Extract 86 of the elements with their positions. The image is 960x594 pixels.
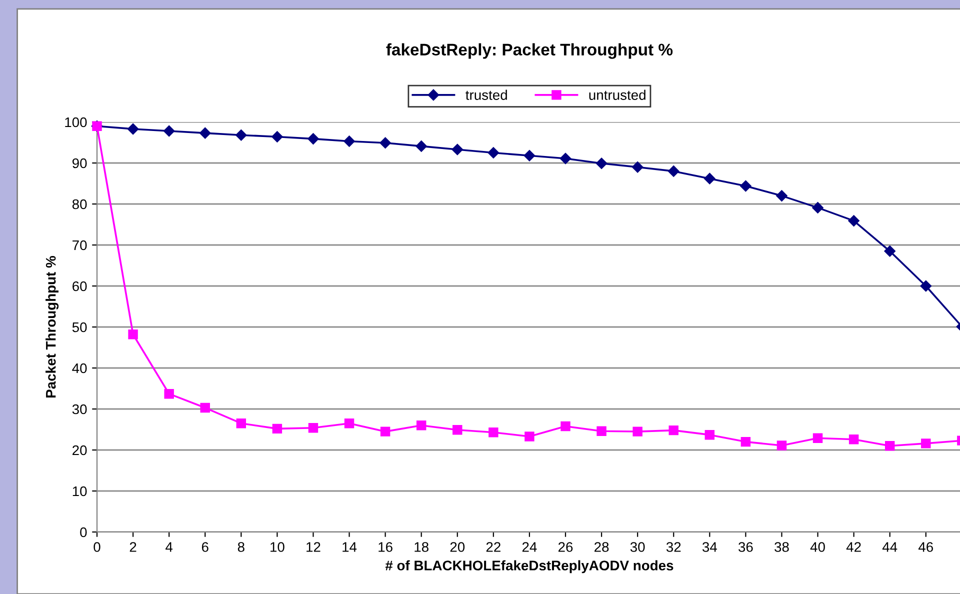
point bbox=[380, 137, 391, 149]
x-tick-label: 38 bbox=[774, 542, 789, 552]
x-tick-label: 14 bbox=[342, 542, 357, 552]
y-tick-label: 30 bbox=[72, 404, 87, 414]
y-tick-label: 20 bbox=[72, 445, 87, 456]
x-tick-label: 18 bbox=[414, 542, 428, 552]
point bbox=[812, 433, 823, 443]
y-tick-label: 50 bbox=[72, 322, 87, 332]
point bbox=[560, 152, 572, 164]
point bbox=[127, 123, 139, 135]
point bbox=[776, 190, 788, 202]
point bbox=[380, 426, 390, 436]
point bbox=[884, 441, 895, 451]
point bbox=[416, 140, 427, 152]
point bbox=[452, 144, 463, 156]
point bbox=[668, 425, 678, 436]
point bbox=[452, 425, 462, 435]
point bbox=[416, 420, 426, 430]
x-tick-label: 16 bbox=[378, 542, 392, 552]
point bbox=[308, 133, 319, 144]
point bbox=[740, 436, 751, 447]
point bbox=[776, 440, 787, 450]
y-tick-label: 10 bbox=[72, 486, 87, 496]
point bbox=[848, 215, 860, 226]
point bbox=[488, 147, 500, 158]
legend-label: untrusted bbox=[589, 90, 646, 100]
x-tick-label: 30 bbox=[630, 542, 645, 552]
x-tick-label: 22 bbox=[486, 542, 500, 552]
point bbox=[308, 423, 318, 433]
y-tick-label: 90 bbox=[72, 158, 87, 168]
point bbox=[921, 438, 931, 448]
x-axis-title: # of BLACKHOLEfakeDstReplyAODV nodes bbox=[385, 560, 674, 574]
point bbox=[920, 280, 932, 292]
x-tick-label: 20 bbox=[450, 542, 465, 552]
point bbox=[164, 388, 174, 399]
y-tick-label: 60 bbox=[72, 281, 87, 292]
point bbox=[272, 131, 283, 142]
point bbox=[488, 428, 498, 438]
x-tick-label: 8 bbox=[238, 542, 244, 552]
point bbox=[596, 426, 606, 436]
point bbox=[344, 136, 355, 147]
x-tick-label: 44 bbox=[882, 542, 898, 552]
x-tick-label: 36 bbox=[738, 542, 753, 552]
y-tick-label: 70 bbox=[72, 240, 87, 250]
point bbox=[740, 180, 752, 192]
point bbox=[272, 424, 282, 434]
point bbox=[812, 202, 824, 214]
point bbox=[632, 426, 642, 436]
x-tick-label: 26 bbox=[558, 542, 573, 552]
x-tick-label: 46 bbox=[918, 542, 933, 552]
point bbox=[236, 130, 247, 141]
point bbox=[668, 166, 680, 177]
point bbox=[163, 125, 175, 137]
x-tick-label: 12 bbox=[306, 542, 320, 552]
y-tick-label: 40 bbox=[72, 363, 87, 374]
x-tick-label: 4 bbox=[166, 542, 173, 552]
point bbox=[524, 150, 536, 162]
point bbox=[596, 158, 608, 170]
x-tick-label: 28 bbox=[594, 542, 609, 552]
point bbox=[704, 430, 715, 440]
x-tick-label: 24 bbox=[522, 542, 537, 552]
x-tick-label: 10 bbox=[270, 542, 284, 552]
point bbox=[704, 172, 716, 184]
x-tick-label: 42 bbox=[846, 542, 861, 552]
point bbox=[200, 402, 210, 413]
point bbox=[344, 418, 354, 428]
point bbox=[848, 434, 859, 444]
point bbox=[200, 127, 211, 139]
y-tick-label: 80 bbox=[72, 199, 87, 210]
x-tick-label: 0 bbox=[94, 542, 100, 552]
point bbox=[524, 432, 534, 442]
x-tick-label: 40 bbox=[810, 542, 825, 552]
x-tick-label: 2 bbox=[130, 542, 136, 552]
y-tick-label: 100 bbox=[65, 117, 87, 128]
point bbox=[560, 421, 570, 432]
x-tick-label: 34 bbox=[702, 542, 717, 552]
point bbox=[884, 246, 896, 257]
y-axis-title: Packet Throughput % bbox=[46, 256, 59, 398]
legend-label: trusted bbox=[466, 90, 507, 100]
y-tick-label: 0 bbox=[80, 527, 87, 538]
point bbox=[128, 330, 138, 340]
point bbox=[632, 161, 644, 173]
point bbox=[236, 418, 246, 428]
chart-title: fakeDstReply: Packet Throughput % bbox=[386, 43, 673, 59]
x-tick-label: 6 bbox=[202, 542, 208, 552]
x-tick-label: 32 bbox=[666, 542, 681, 552]
